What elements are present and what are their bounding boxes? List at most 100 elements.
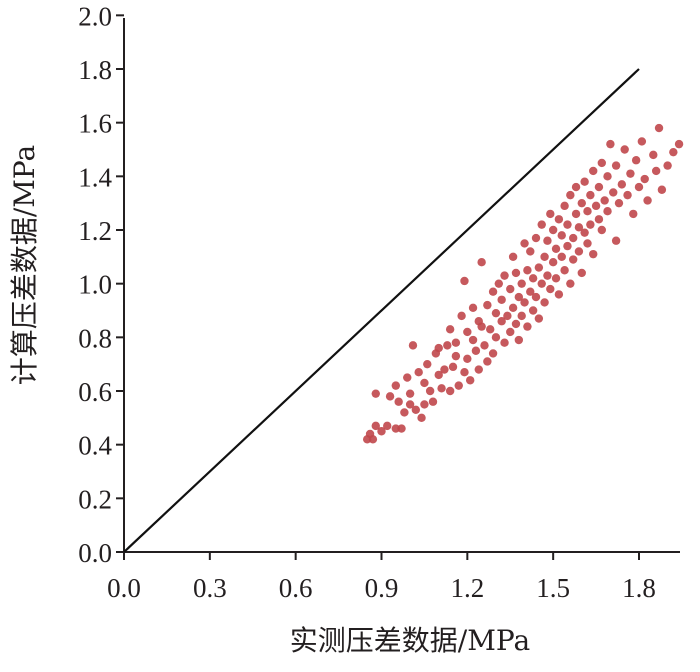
data-point (566, 190, 575, 200)
data-point (471, 346, 481, 355)
data-point (445, 386, 455, 396)
data-point (531, 233, 541, 243)
x-tick-label: 0.6 (279, 573, 313, 603)
x-ticks: 0.0 0.3 0.6 0.9 1.2 1.5 1.8 (107, 552, 656, 603)
data-point (497, 295, 506, 304)
data-point (420, 400, 429, 409)
data-point (520, 239, 529, 248)
data-point (526, 247, 535, 256)
y-tick-label: 0.6 (78, 377, 112, 407)
data-point (643, 196, 652, 205)
data-point (528, 306, 538, 315)
data-point (557, 252, 566, 262)
data-point (508, 252, 518, 262)
data-point (474, 365, 483, 374)
data-point (657, 185, 667, 194)
data-point (563, 241, 572, 251)
data-point (405, 389, 415, 398)
data-point (460, 276, 469, 286)
data-point (463, 327, 472, 337)
data-point (603, 172, 612, 181)
data-point (631, 156, 641, 165)
data-point (383, 421, 392, 431)
data-point (606, 139, 615, 149)
data-point (394, 397, 403, 406)
x-tick-label: 1.8 (622, 573, 656, 603)
data-point (451, 351, 461, 361)
data-points (362, 123, 684, 444)
data-point (597, 158, 607, 168)
data-point (571, 209, 581, 219)
data-point (423, 359, 432, 369)
data-point (477, 322, 486, 331)
data-point (494, 279, 504, 288)
data-point (451, 338, 461, 347)
data-point (483, 357, 492, 366)
data-point (603, 207, 612, 216)
data-point (611, 161, 621, 170)
data-point (397, 424, 406, 433)
data-point (546, 209, 555, 219)
data-point (669, 147, 678, 157)
data-point (440, 365, 449, 374)
data-point (568, 255, 578, 264)
data-point (560, 266, 569, 275)
data-point (500, 338, 509, 347)
data-point (551, 244, 561, 253)
data-point (411, 405, 421, 414)
data-point (528, 274, 538, 283)
data-point (568, 233, 578, 243)
y-tick-label: 1.2 (78, 216, 112, 246)
y-tick-label: 0.8 (78, 323, 112, 353)
data-point (651, 166, 661, 176)
data-point (371, 389, 380, 398)
data-point (491, 333, 501, 342)
data-point (480, 341, 489, 350)
data-point (548, 258, 558, 267)
data-point (400, 408, 409, 417)
data-point (457, 311, 466, 321)
data-point (523, 322, 532, 331)
data-point (634, 182, 644, 192)
data-point (517, 311, 526, 321)
y-tick-label: 1.4 (78, 162, 112, 192)
data-point (548, 225, 558, 235)
data-point (497, 317, 506, 326)
data-point (589, 249, 598, 259)
data-point (649, 150, 658, 160)
data-point (540, 298, 549, 307)
y-tick-label: 1.0 (78, 270, 112, 300)
data-point (511, 319, 521, 329)
y-tick-label: 2.0 (78, 1, 112, 31)
x-tick-label: 1.2 (450, 573, 484, 603)
y-tick-label: 1.6 (78, 109, 112, 139)
data-point (663, 161, 672, 170)
data-point (586, 190, 595, 200)
data-point (368, 435, 378, 444)
data-point (554, 215, 564, 224)
data-point (506, 284, 515, 294)
data-point (500, 271, 509, 280)
data-point (583, 207, 592, 216)
data-point (408, 341, 418, 350)
x-tick-label: 1.5 (536, 573, 570, 603)
data-point (468, 303, 478, 313)
data-point (534, 263, 544, 272)
data-point (514, 292, 524, 302)
axes (123, 18, 680, 553)
data-point (580, 177, 589, 186)
data-point (574, 223, 584, 232)
x-tick-label: 0.9 (365, 573, 399, 603)
data-point (434, 343, 443, 353)
y-axis-title: 计算压差数据/MPa (8, 145, 41, 385)
y-tick-label: 0.4 (78, 431, 112, 461)
data-point (546, 284, 555, 294)
data-point (526, 287, 535, 296)
data-point (414, 368, 423, 377)
data-point (557, 231, 566, 240)
data-point (403, 373, 412, 382)
data-point (580, 228, 589, 237)
data-point (391, 381, 401, 390)
data-point (597, 225, 607, 235)
